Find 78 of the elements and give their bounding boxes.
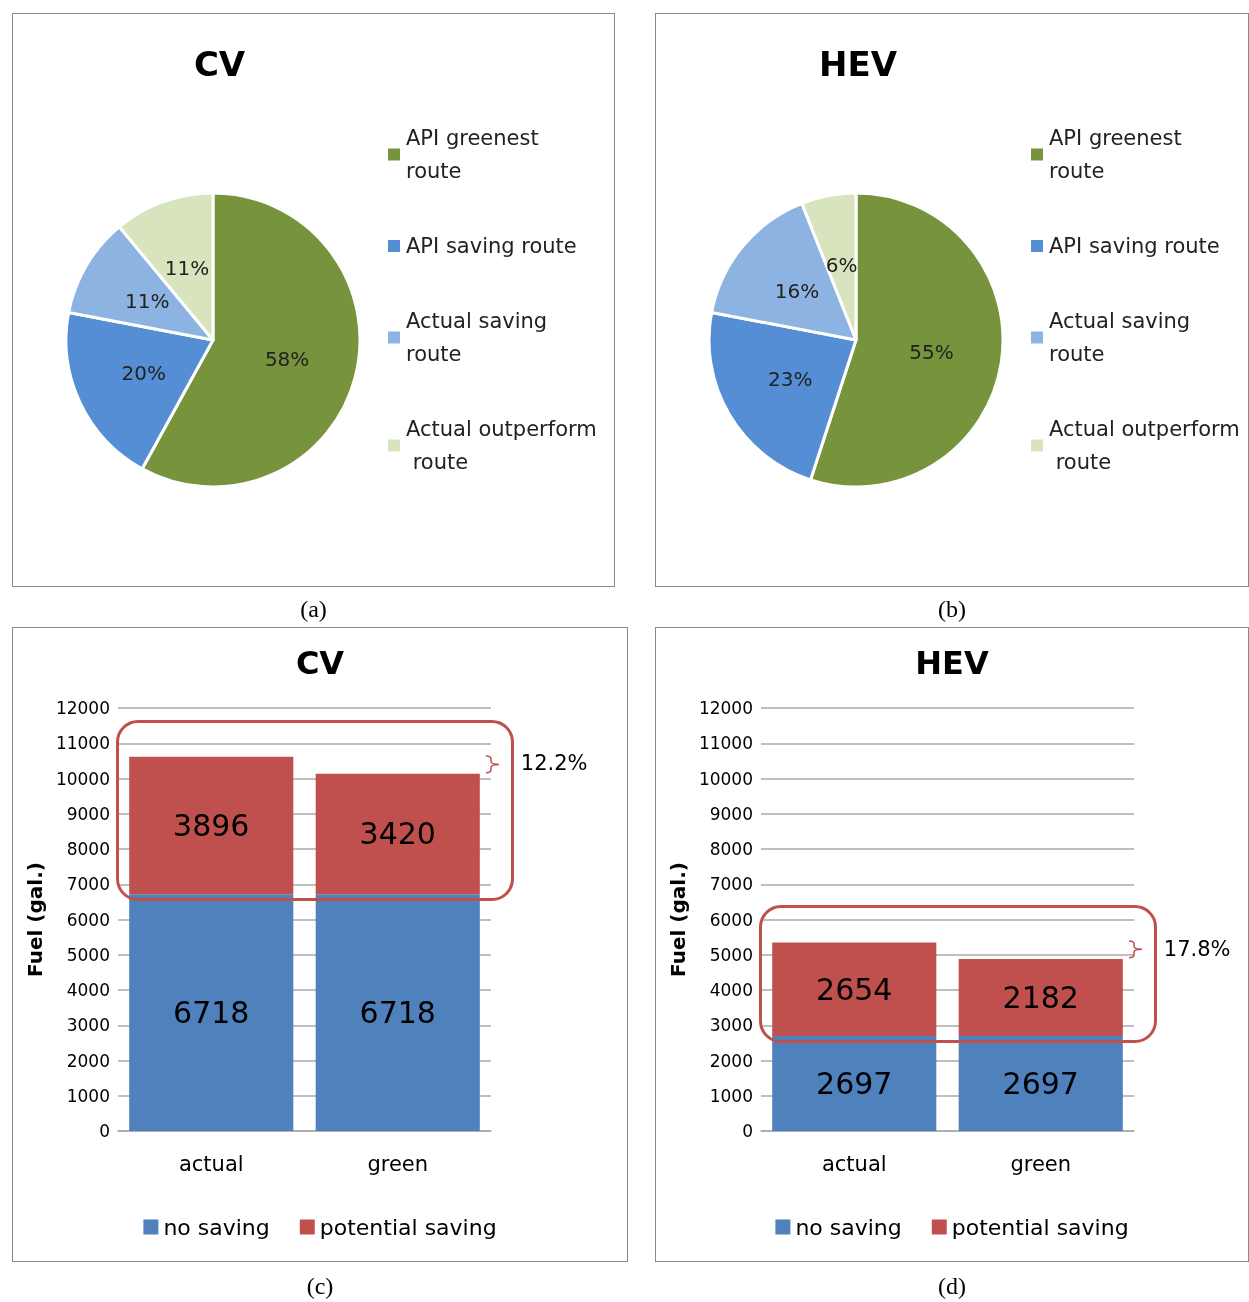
y-tick-label: 7000: [66, 874, 110, 895]
data-label: 11%: [124, 289, 170, 314]
chart-title: HEV: [915, 644, 989, 682]
text: (d): [937, 1273, 967, 1300]
y-tick-label: 1000: [66, 1085, 110, 1106]
data-label: 6718: [173, 995, 250, 1031]
y-tick-label: 6000: [709, 909, 753, 930]
data-label: 16%: [774, 279, 820, 304]
legend-label: Actual saving route: [1049, 309, 1197, 366]
bar: [958, 1035, 1123, 1131]
data-label: 3420: [359, 816, 436, 852]
bar: [772, 942, 937, 1036]
legend-label: no saving: [163, 1214, 270, 1240]
x-tick-label: actual: [821, 1151, 887, 1176]
chart-title: CV: [295, 644, 345, 682]
data-label: 20%: [121, 360, 167, 385]
bar: [129, 756, 294, 895]
data-label: 23%: [767, 366, 813, 391]
y-tick-label: 1000: [709, 1085, 753, 1106]
data-label: 2697: [816, 1065, 893, 1101]
y-tick-label: 7000: [709, 874, 753, 895]
x-tick-label: actual: [178, 1151, 244, 1176]
data-label: 3896: [173, 808, 250, 844]
legend-label: Actual outperform route: [1049, 417, 1240, 474]
y-tick-label: 0: [99, 1121, 110, 1141]
y-tick-label: 2000: [709, 1050, 753, 1071]
text: HEV: [819, 44, 898, 84]
data-label: 2654: [816, 971, 893, 1007]
y-axis-title: Fuel (gal.): [23, 862, 48, 977]
bar: [315, 894, 480, 1131]
data-label: 6718: [359, 995, 436, 1031]
x-tick-label: green: [367, 1151, 429, 1176]
text: 12.2%: [520, 751, 588, 776]
y-tick-label: 11000: [55, 733, 110, 754]
legend-label: potential saving: [319, 1214, 497, 1240]
legend-label: API greenest route: [1049, 126, 1189, 183]
bar: [129, 894, 294, 1131]
data-label: 2697: [1002, 1065, 1079, 1101]
legend-label: Actual saving route: [406, 309, 554, 366]
text: (c): [305, 1273, 335, 1300]
y-tick-label: 10000: [55, 768, 110, 789]
bar: [772, 1035, 937, 1131]
y-tick-label: 12000: [698, 698, 753, 718]
y-tick-label: 10000: [698, 768, 753, 789]
y-tick-label: 4000: [709, 980, 753, 1000]
bar: [315, 773, 480, 895]
y-tick-label: 9000: [66, 803, 110, 824]
text: 17.8%: [1163, 936, 1231, 961]
y-tick-label: 8000: [709, 839, 753, 859]
legend-label: API greenest route: [406, 126, 546, 183]
x-tick-label: green: [1010, 1151, 1072, 1176]
y-axis-title: Fuel (gal.): [666, 862, 691, 977]
y-tick-label: 0: [742, 1121, 753, 1141]
y-tick-label: 3000: [66, 1015, 110, 1036]
text: (b): [937, 596, 967, 623]
bar: [958, 959, 1123, 1036]
data-label: 11%: [164, 256, 210, 281]
legend-label: potential saving: [951, 1214, 1129, 1240]
data-label: 58%: [264, 347, 310, 372]
text: (a): [299, 596, 328, 623]
y-tick-label: 5000: [709, 944, 753, 965]
y-tick-label: 9000: [709, 803, 753, 824]
data-label: 55%: [909, 339, 954, 364]
legend-label: no saving: [795, 1214, 902, 1240]
data-label: 6%: [825, 252, 858, 277]
legend-label: Actual outperform route: [406, 417, 597, 474]
y-tick-label: 8000: [66, 839, 110, 859]
y-tick-label: 5000: [66, 944, 110, 965]
y-tick-label: 4000: [66, 980, 110, 1000]
y-tick-label: 6000: [66, 909, 110, 930]
y-tick-label: 2000: [66, 1050, 110, 1071]
y-tick-label: 11000: [698, 733, 753, 754]
text: CV: [193, 44, 246, 84]
y-tick-label: 12000: [55, 698, 110, 718]
y-tick-label: 3000: [709, 1015, 753, 1036]
data-label: 2182: [1002, 979, 1079, 1015]
legend-label: API saving route: [1049, 234, 1220, 258]
legend-label: API saving route: [406, 234, 577, 258]
